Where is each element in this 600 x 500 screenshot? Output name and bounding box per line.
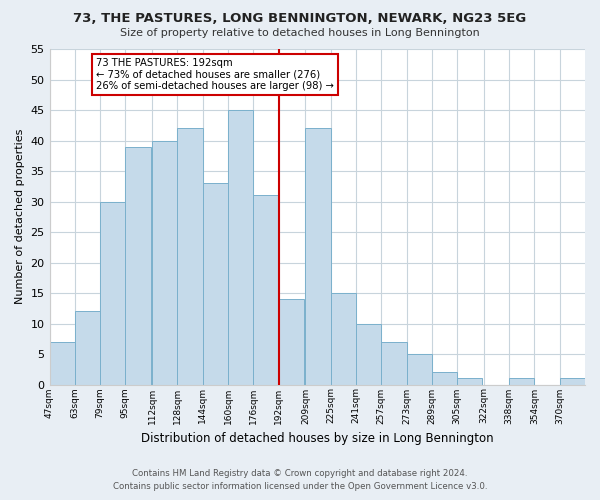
Bar	[228, 110, 253, 384]
Bar	[75, 312, 100, 384]
Bar	[407, 354, 432, 384]
Bar	[278, 299, 304, 384]
Text: 73 THE PASTURES: 192sqm
← 73% of detached houses are smaller (276)
26% of semi-d: 73 THE PASTURES: 192sqm ← 73% of detache…	[97, 58, 334, 92]
Bar	[125, 146, 151, 384]
Bar	[381, 342, 407, 384]
Bar	[152, 140, 178, 384]
Text: Size of property relative to detached houses in Long Bennington: Size of property relative to detached ho…	[120, 28, 480, 38]
Bar	[253, 196, 278, 384]
Bar	[100, 202, 125, 384]
Y-axis label: Number of detached properties: Number of detached properties	[15, 129, 25, 304]
Bar	[178, 128, 203, 384]
Bar	[331, 293, 356, 384]
Bar	[356, 324, 381, 384]
Bar	[432, 372, 457, 384]
Bar	[305, 128, 331, 384]
Text: 73, THE PASTURES, LONG BENNINGTON, NEWARK, NG23 5EG: 73, THE PASTURES, LONG BENNINGTON, NEWAR…	[73, 12, 527, 26]
Text: Contains HM Land Registry data © Crown copyright and database right 2024.
Contai: Contains HM Land Registry data © Crown c…	[113, 470, 487, 491]
Bar	[457, 378, 482, 384]
Bar	[50, 342, 75, 384]
Bar	[509, 378, 535, 384]
Bar	[560, 378, 585, 384]
Bar	[203, 183, 228, 384]
X-axis label: Distribution of detached houses by size in Long Bennington: Distribution of detached houses by size …	[141, 432, 494, 445]
